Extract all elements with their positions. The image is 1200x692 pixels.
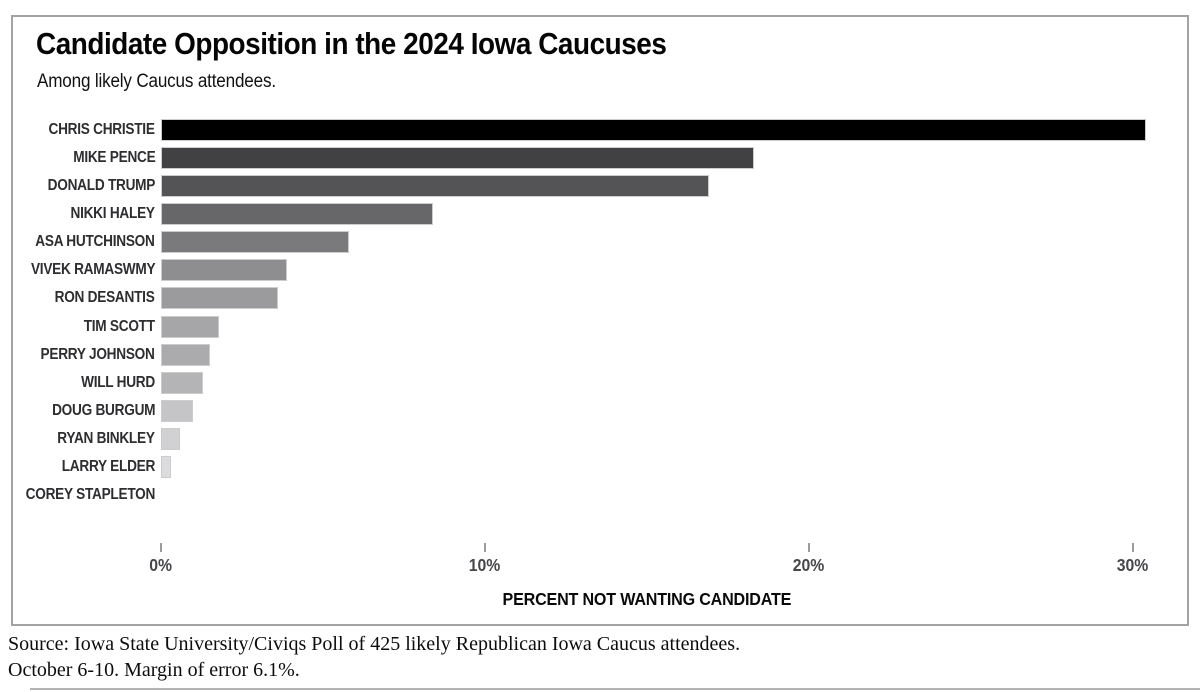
chart-title-text: Candidate Opposition in the 2024 Iowa Ca… (36, 26, 667, 61)
chart-title: Candidate Opposition in the 2024 Iowa Ca… (36, 26, 737, 62)
source-attribution-line1: Source: Iowa State University/Civiqs Pol… (8, 633, 741, 655)
x-tick-label: 30% (1093, 555, 1173, 576)
category-label: ASA HUTCHINSON (0, 228, 156, 256)
bar (161, 119, 1146, 141)
x-tick-mark (484, 543, 486, 552)
bar (161, 427, 180, 450)
category-label: CHRIS CHRISTIE (0, 116, 155, 144)
category-label-text: TIM SCOTT (83, 317, 155, 335)
x-tick-label-text: 30% (1117, 555, 1149, 575)
category-label: NIKKI HALEY (0, 200, 156, 228)
category-label-text: RYAN BINKLEY (57, 429, 156, 447)
chart-subtitle-text: Among likely Caucus attendees. (37, 71, 276, 92)
chart-subtitle: Among likely Caucus attendees. (37, 71, 302, 93)
category-label-text: VIVEK RAMASWMY (30, 261, 156, 279)
category-label: DONALD TRUMP (0, 172, 156, 200)
x-tick-label: 10% (445, 555, 525, 576)
x-tick-mark (808, 543, 810, 552)
bar (161, 371, 203, 394)
bar (161, 343, 210, 366)
x-tick-label-text: 10% (469, 555, 501, 575)
bar (161, 455, 171, 478)
x-tick-label: 20% (769, 555, 849, 576)
x-axis-title: PERCENT NOT WANTING CANDIDATE (447, 589, 847, 610)
x-tick-label: 0% (121, 555, 201, 576)
category-label: VIVEK RAMASWMY (0, 256, 156, 284)
bottom-divider (30, 688, 1200, 690)
category-label-text: DOUG BURGUM (51, 401, 155, 419)
category-label-text: WILL HURD (81, 373, 155, 391)
category-label-text: DONALD TRUMP (47, 177, 156, 195)
x-tick-mark (1132, 543, 1134, 552)
source-attribution-line2: October 6-10. Margin of error 6.1%. (8, 659, 300, 681)
bar (161, 287, 278, 310)
category-label-text: NIKKI HALEY (70, 205, 156, 223)
category-label: PERRY JOHNSON (0, 341, 155, 369)
category-label-text: RON DESANTIS (55, 289, 155, 307)
category-label: MIKE PENCE (0, 144, 156, 172)
category-label: WILL HURD (0, 369, 155, 397)
category-label-text: MIKE PENCE (72, 149, 156, 167)
category-label: DOUG BURGUM (0, 397, 155, 425)
category-label-text: COREY STAPLETON (25, 486, 156, 503)
bar (161, 259, 287, 282)
bar (161, 175, 709, 198)
category-label: LARRY ELDER (0, 453, 156, 481)
x-tick-label-text: 20% (793, 555, 825, 575)
category-label-text: LARRY ELDER (61, 457, 156, 475)
category-label: COREY STAPLETON (0, 481, 156, 509)
bar (161, 203, 433, 226)
x-tick-mark (160, 543, 162, 552)
bar (161, 315, 219, 338)
category-label-text: CHRIS CHRISTIE (48, 121, 155, 138)
x-axis-title-text: PERCENT NOT WANTING CANDIDATE (502, 589, 792, 609)
x-tick-label-text: 0% (149, 555, 173, 575)
bar (161, 231, 349, 254)
bar (161, 399, 193, 422)
bar (161, 147, 754, 170)
category-label: RON DESANTIS (0, 284, 155, 312)
category-label: TIM SCOTT (0, 313, 155, 341)
category-label: RYAN BINKLEY (0, 425, 156, 453)
category-label-text: ASA HUTCHINSON (35, 233, 156, 251)
category-label-text: PERRY JOHNSON (40, 345, 155, 363)
